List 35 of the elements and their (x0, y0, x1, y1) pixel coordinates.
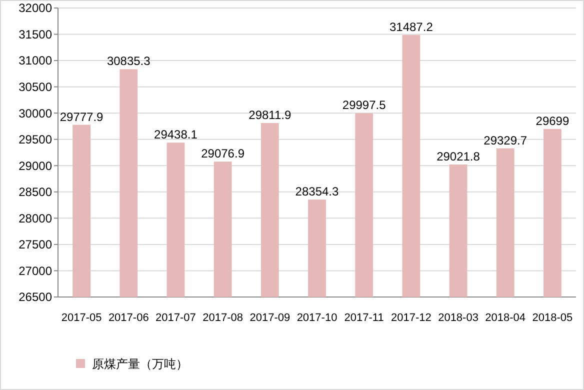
x-tick-label: 2017-05 (61, 312, 102, 324)
data-label: 29329.7 (484, 133, 528, 148)
x-tick-label: 2018-05 (532, 312, 573, 324)
y-tick-label: 27500 (18, 238, 52, 252)
data-label: 29438.1 (154, 128, 198, 142)
x-tick-label: 2017-12 (390, 312, 432, 324)
x-tick-label: 2017-08 (202, 312, 244, 324)
data-label: 31487.2 (389, 20, 434, 34)
x-tick-label: 2017-10 (296, 312, 338, 324)
x-tick-label: 2017-07 (156, 312, 196, 324)
x-tick-label: 2018-03 (438, 312, 478, 324)
data-label: 28354.3 (295, 184, 340, 199)
data-label: 29811.9 (248, 108, 292, 122)
data-label: 29997.5 (342, 98, 386, 112)
data-label: 30835.3 (106, 54, 151, 68)
y-tick-label: 30000 (18, 106, 52, 120)
y-tick-label: 27000 (18, 264, 52, 278)
y-tick-label: 28000 (18, 211, 52, 226)
legend-label: 原煤产量（万吨） (92, 357, 188, 372)
data-label: 29021.8 (436, 149, 480, 164)
y-tick-label: 29500 (18, 132, 52, 147)
y-tick-label: 31000 (18, 54, 52, 68)
y-tick-label: 31500 (18, 27, 52, 42)
x-tick-label: 2017-11 (344, 312, 384, 324)
y-tick-label: 30500 (18, 80, 52, 94)
data-label: 29777.9 (60, 110, 104, 124)
y-tick-label: 32000 (18, 1, 52, 16)
y-tick-label: 29000 (18, 158, 52, 173)
data-label: 29076.9 (201, 146, 245, 161)
x-tick-label: 2017-09 (250, 312, 290, 324)
x-tick-label: 2018-04 (485, 312, 526, 324)
x-tick-label: 2017-06 (108, 312, 149, 324)
y-tick-label: 26500 (18, 290, 52, 304)
y-tick-label: 28500 (18, 185, 52, 200)
data-label: 29699 (536, 114, 570, 128)
